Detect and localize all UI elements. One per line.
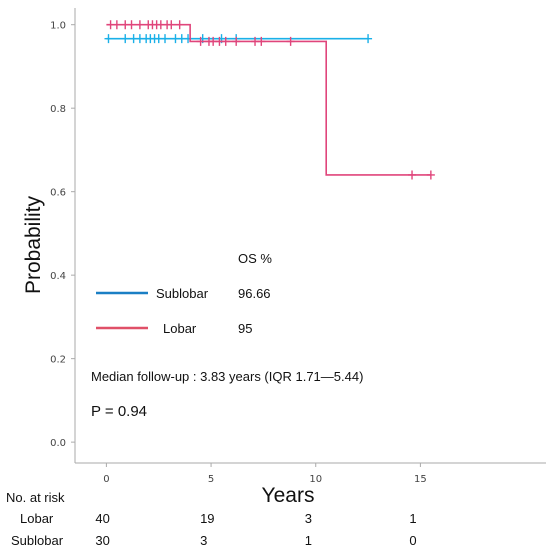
censor-mark-lobar (221, 36, 230, 46)
risk-table: No. at risk Lobar Sublobar 40 19 3 1 30 3 1 0 (6, 490, 417, 548)
y-tick-label: 0.0 (50, 438, 66, 449)
median-followup-annotation: Median follow-up : 3.83 years (IQR 1.71—… (91, 369, 363, 384)
risk-value: 0 (409, 533, 416, 548)
x-ticks: 0 5 10 15 (103, 463, 427, 485)
censor-mark-lobar (167, 20, 176, 30)
censor-mark-lobar (426, 170, 435, 180)
risk-value: 30 (95, 533, 109, 548)
x-tick-label: 0 (103, 474, 109, 485)
censor-mark-lobar (112, 20, 121, 30)
x-axis-label: Years (262, 484, 315, 507)
risk-value: 1 (305, 533, 312, 548)
risk-value: 1 (409, 511, 416, 526)
legend-header: OS % (238, 251, 272, 266)
legend-value-lobar: 95 (238, 321, 252, 336)
y-tick-label: 0.4 (50, 271, 66, 282)
risk-value: 40 (95, 511, 109, 526)
p-value-annotation: P = 0.94 (91, 403, 147, 420)
censor-mark-lobar (135, 20, 144, 30)
censor-mark-lobar (232, 36, 241, 46)
risk-value: 3 (200, 533, 207, 548)
risk-value: 3 (305, 511, 312, 526)
x-tick-label: 5 (208, 474, 214, 485)
y-axis-label: Probability (22, 195, 45, 294)
x-tick-label: 15 (414, 474, 427, 485)
axes (74, 8, 546, 464)
legend: OS % Sublobar 96.66 Lobar 95 (96, 251, 272, 336)
legend-label-lobar: Lobar (163, 321, 197, 336)
censor-mark-lobar (175, 20, 184, 30)
y-tick-label: 0.6 (50, 188, 66, 199)
censor-mark-lobar (196, 36, 205, 46)
risk-value: 19 (200, 511, 214, 526)
y-ticks: 0.0 0.2 0.4 0.6 0.8 1.0 (50, 21, 75, 449)
censor-mark-sublobar (121, 34, 130, 44)
km-line-lobar (106, 23, 431, 176)
risk-row-label-sublobar: Sublobar (11, 533, 64, 548)
censor-mark-sublobar (364, 34, 373, 44)
legend-value-sublobar: 96.66 (238, 286, 271, 301)
censor-mark-lobar (408, 170, 417, 180)
series-layer (104, 20, 435, 180)
censor-mark-lobar (257, 36, 266, 46)
censor-mark-sublobar (104, 34, 113, 44)
censor-mark-sublobar (161, 34, 170, 44)
risk-row-label-lobar: Lobar (20, 511, 54, 526)
y-tick-label: 0.2 (50, 355, 66, 366)
y-tick-label: 1.0 (50, 21, 66, 32)
censor-mark-lobar (127, 20, 136, 30)
legend-label-sublobar: Sublobar (156, 286, 209, 301)
censor-mark-lobar (286, 36, 295, 46)
x-tick-label: 10 (309, 474, 322, 485)
y-tick-label: 0.8 (50, 104, 66, 115)
risk-table-header: No. at risk (6, 490, 65, 505)
